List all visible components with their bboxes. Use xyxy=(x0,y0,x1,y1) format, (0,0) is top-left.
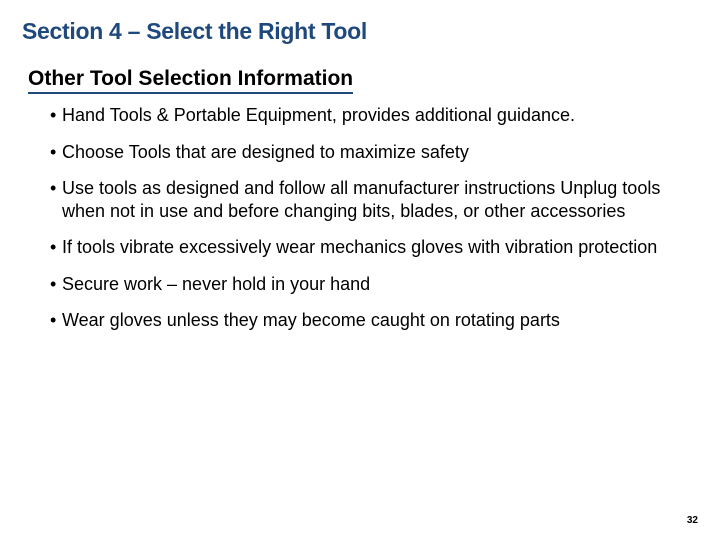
page-number: 32 xyxy=(687,515,698,526)
list-item: Choose Tools that are designed to maximi… xyxy=(50,141,698,164)
list-item: Hand Tools & Portable Equipment, provide… xyxy=(50,104,698,127)
subtitle: Other Tool Selection Information xyxy=(28,67,353,94)
list-item: If tools vibrate excessively wear mechan… xyxy=(50,236,698,259)
subtitle-wrapper: Other Tool Selection Information xyxy=(22,67,698,104)
bullet-list: Hand Tools & Portable Equipment, provide… xyxy=(22,104,698,332)
section-title: Section 4 – Select the Right Tool xyxy=(22,18,698,45)
list-item: Wear gloves unless they may become caugh… xyxy=(50,309,698,332)
list-item: Secure work – never hold in your hand xyxy=(50,273,698,296)
list-item: Use tools as designed and follow all man… xyxy=(50,177,698,222)
